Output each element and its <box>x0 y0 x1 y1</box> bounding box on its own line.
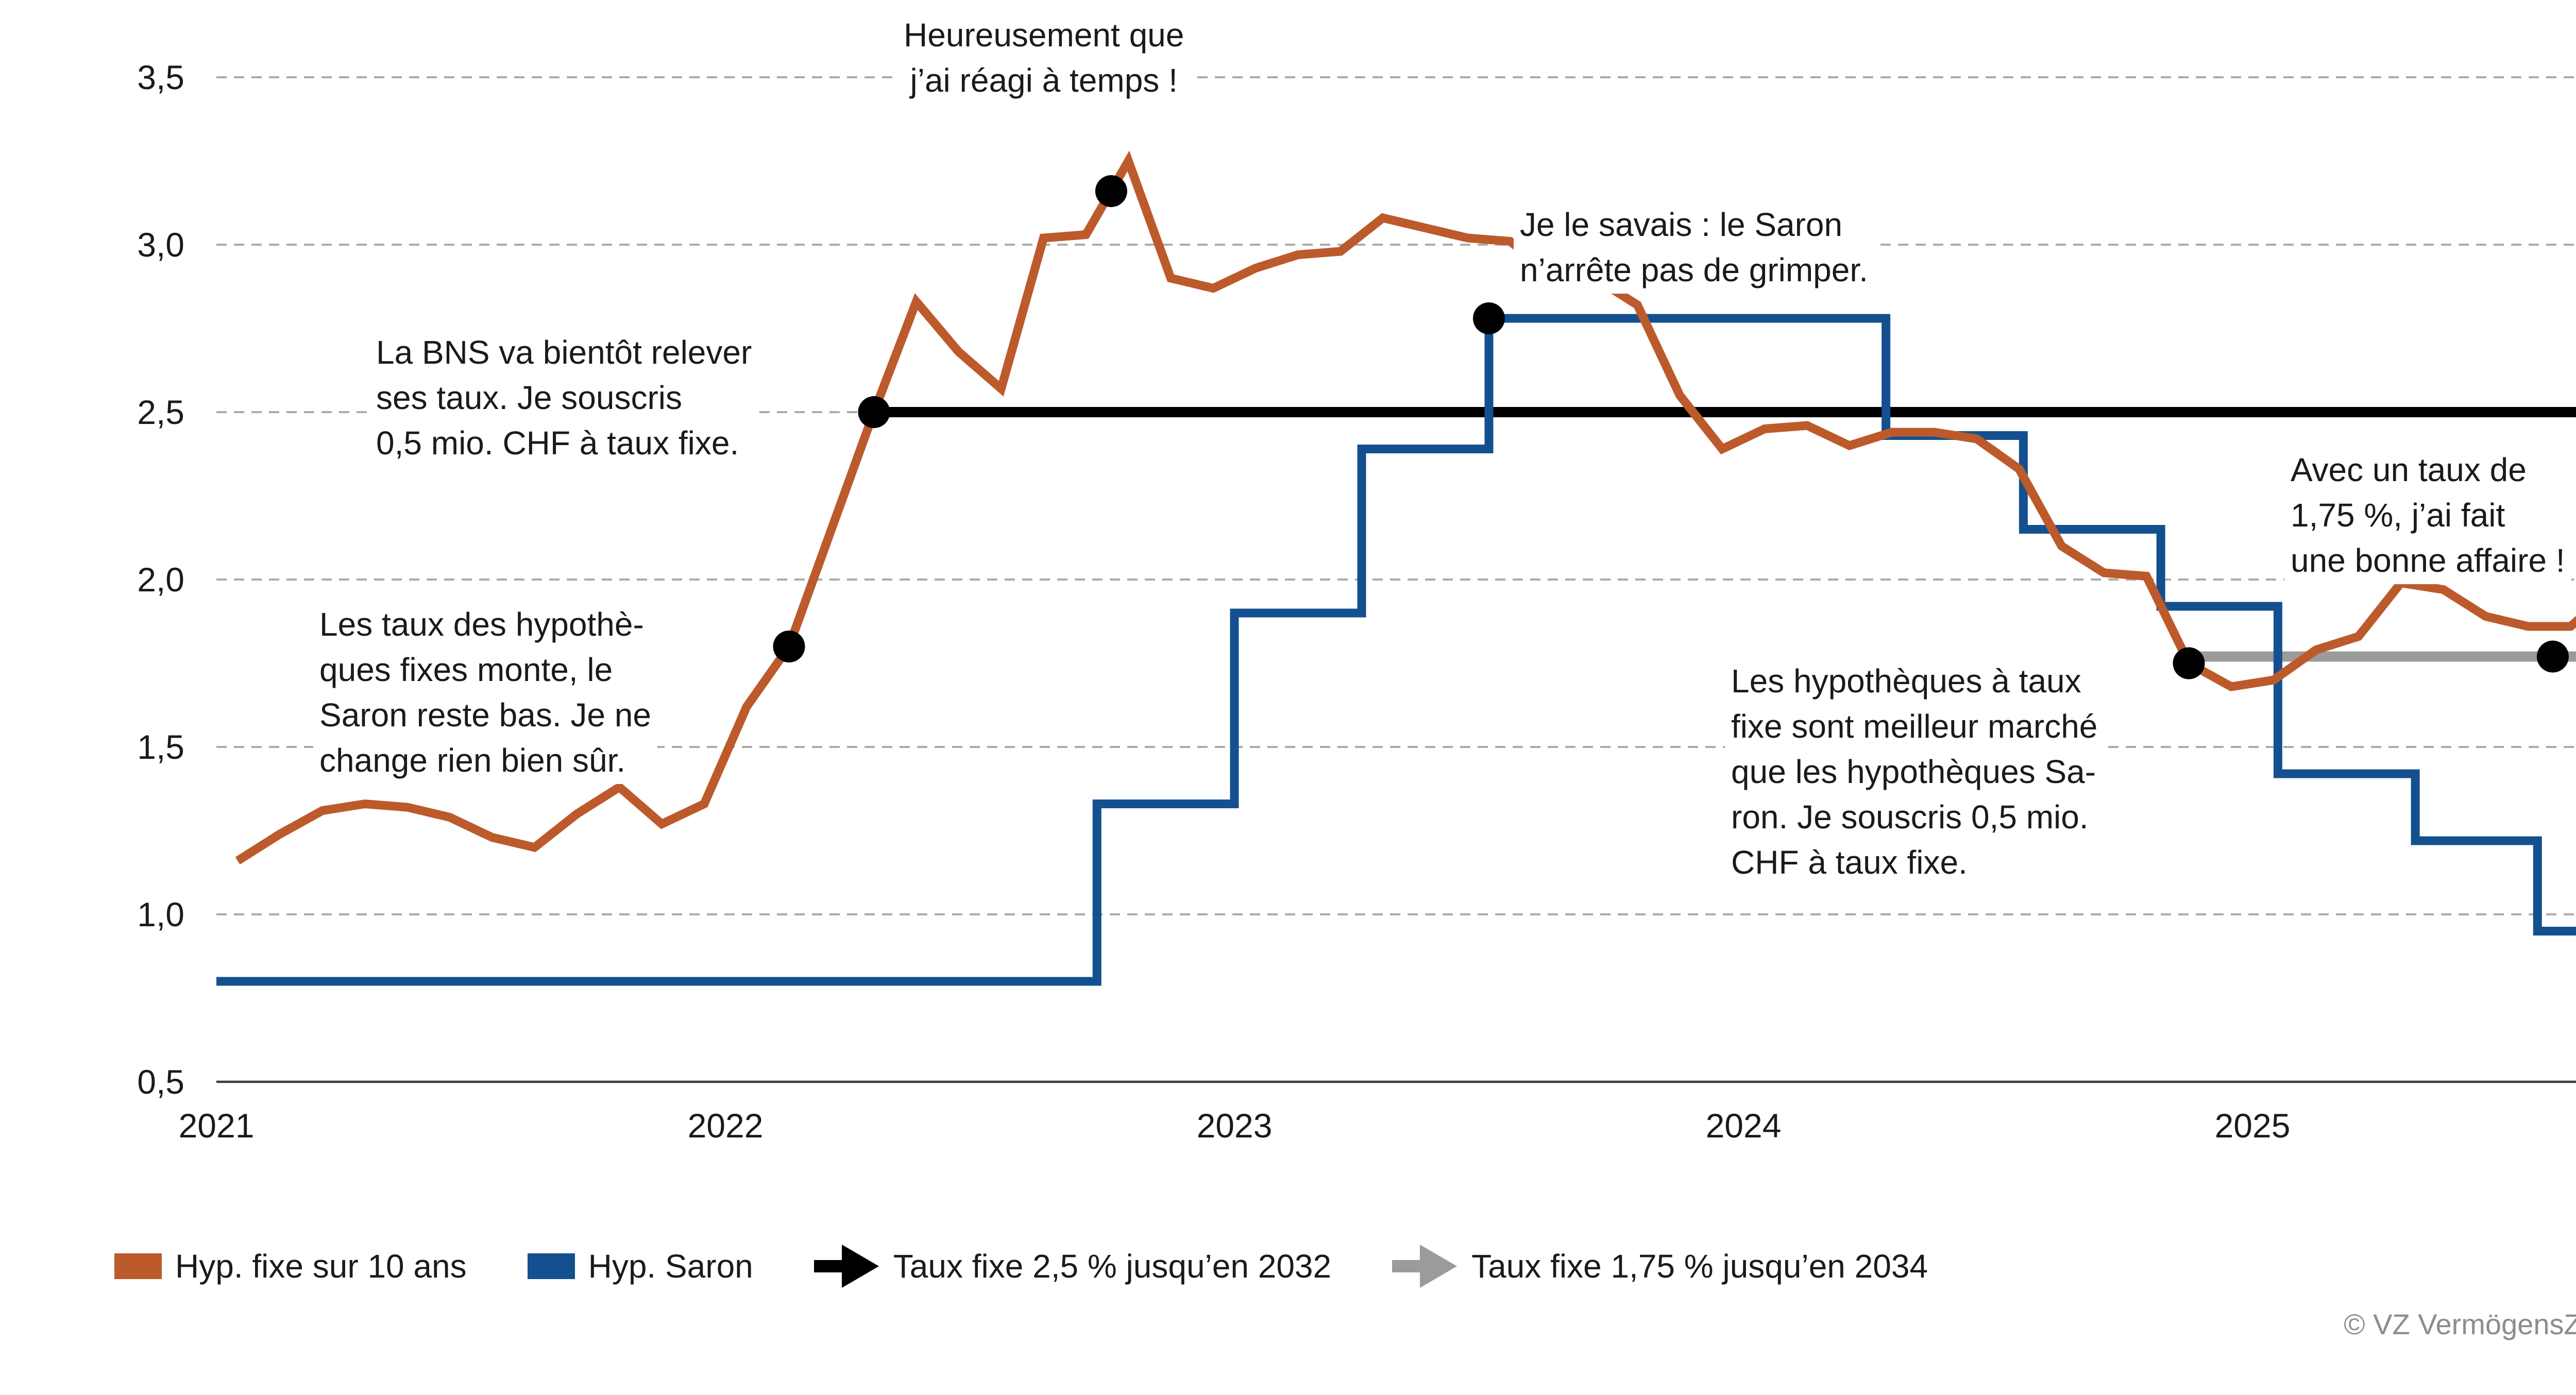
black-arrow-icon <box>814 1245 879 1288</box>
legend-item-hyp-fixe: Hyp. fixe sur 10 ans <box>114 1248 467 1285</box>
annotation-line: Saron reste bas. Je ne <box>319 696 651 734</box>
x-tick-label: 2025 <box>2214 1107 2291 1145</box>
y-tick-label: 2,0 <box>137 560 184 599</box>
annotation-line: 1,75 %, j’ai fait <box>2291 497 2505 534</box>
y-tick-label: 0,5 <box>137 1063 184 1101</box>
annotation-line: j’ai réagi à temps ! <box>910 62 1178 99</box>
hyp-fixe-swatch-icon <box>114 1253 162 1279</box>
event-marker-dot <box>1095 175 1127 207</box>
legend-label: Taux fixe 1,75 % jusqu’en 2034 <box>1471 1248 1928 1285</box>
hyp-saron-swatch-icon <box>527 1253 575 1279</box>
x-tick-label: 2021 <box>178 1107 255 1145</box>
event-marker-dot <box>858 396 890 428</box>
legend-item-taux-fixe-2032: Taux fixe 2,5 % jusqu’en 2032 <box>814 1242 1331 1290</box>
annotation-line: Les taux des hypothè- <box>319 606 644 643</box>
annotation-line: fixe sont meilleur marché <box>1731 708 2098 745</box>
annotation-line: que les hypothèques Sa- <box>1731 753 2096 790</box>
legend-item-hyp-saron: Hyp. Saron <box>527 1248 753 1285</box>
annotation-line: Heureusement que <box>904 16 1184 54</box>
legend-label: Hyp. Saron <box>588 1248 753 1285</box>
annotation-saron-grimpe: Je le savais : le Saron n’arrête pas de … <box>1514 201 1874 294</box>
annotation-line: Avec un taux de <box>2291 451 2527 488</box>
event-marker-dot <box>2173 647 2205 679</box>
annotation-line: change rien bien sûr. <box>319 742 626 779</box>
annotation-reagi-a-temps: Heureusement que j’ai réagi à temps ! <box>897 11 1191 104</box>
annotation-line: Je le savais : le Saron <box>1520 206 1843 243</box>
event-marker-dot <box>2536 640 2569 673</box>
annotation-meilleur-marche: Les hypothèques à taux fixe sont meilleu… <box>1725 657 2104 886</box>
legend-label: Taux fixe 2,5 % jusqu’en 2032 <box>893 1248 1332 1285</box>
y-tick-label: 1,5 <box>137 728 184 766</box>
annotation-line: ron. Je souscris 0,5 mio. <box>1731 798 2089 836</box>
x-tick-label: 2023 <box>1196 1107 1273 1145</box>
annotation-taux-monte: Les taux des hypothè- ques fixes monte, … <box>313 601 657 784</box>
annotation-line: CHF à taux fixe. <box>1731 844 1968 881</box>
event-marker-dot <box>1473 302 1505 334</box>
y-tick-label: 2,5 <box>137 393 184 431</box>
annotation-line: La BNS va bientôt relever <box>376 334 752 371</box>
legend: Hyp. fixe sur 10 ans Hyp. Saron Taux fix… <box>114 1239 1928 1293</box>
gray-arrow-icon <box>1392 1245 1458 1288</box>
annotation-line: Les hypothèques à taux <box>1731 662 2081 700</box>
series-hyp-fixe-line <box>235 150 2576 865</box>
x-tick-label: 2024 <box>1705 1107 1782 1145</box>
y-tick-label: 3,5 <box>137 58 184 96</box>
y-tick-label: 1,0 <box>137 895 184 933</box>
annotation-line: 0,5 mio. CHF à taux fixe. <box>376 424 739 462</box>
annotation-bns: La BNS va bientôt relever ses taux. Je s… <box>370 329 758 467</box>
legend-item-taux-fixe-2034: Taux fixe 1,75 % jusqu’en 2034 <box>1392 1242 1928 1290</box>
annotation-line: ques fixes monte, le <box>319 651 613 688</box>
annotation-line: une bonne affaire ! <box>2291 542 2565 579</box>
copyright-notice: © VZ VermögensZentrum <box>2344 1308 2576 1340</box>
event-marker-dot <box>773 631 805 662</box>
annotation-bonne-affaire: Avec un taux de 1,75 %, j’ai fait une bo… <box>2284 446 2571 584</box>
y-tick-label: 3,0 <box>137 226 184 264</box>
annotation-line: n’arrête pas de grimper. <box>1520 251 1868 288</box>
legend-label: Hyp. fixe sur 10 ans <box>175 1248 467 1285</box>
annotation-line: ses taux. Je souscris <box>376 379 682 416</box>
x-tick-label: 2022 <box>687 1107 764 1145</box>
